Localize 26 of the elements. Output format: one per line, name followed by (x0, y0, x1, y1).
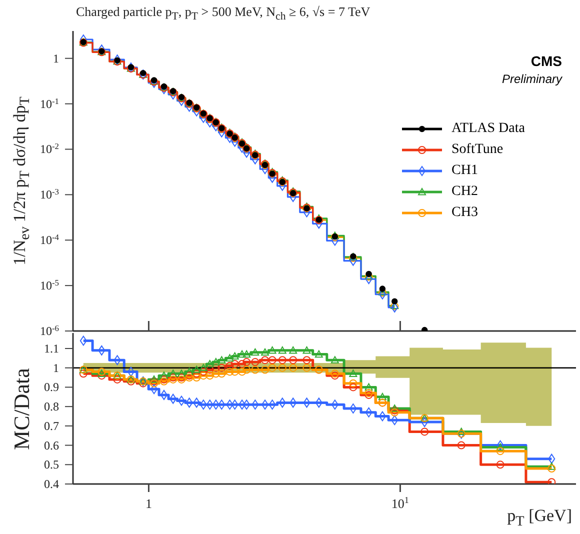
y-tick-label: 10$^{-6}$ (40, 324, 59, 338)
y-tick-label: 1.1 (44, 341, 59, 356)
y-tick-label: 0.8 (44, 400, 59, 414)
y-tick-label: 0.6 (44, 438, 59, 452)
x-axis-title: p$_{T}$ [GeV] (507, 506, 572, 530)
y-tick-label: 0.5 (44, 458, 59, 472)
y-tick-label: 10$^{-4}$ (40, 232, 60, 248)
legend-label: CH1 (452, 162, 478, 178)
y-tick-label: 10$^{-1}$ (40, 96, 59, 111)
y-tick-label: 0.4 (44, 477, 59, 491)
legend-label: CH3 (452, 204, 478, 220)
legend-label: CH2 (452, 184, 478, 200)
y-tick-label: 10$^{-5}$ (40, 278, 59, 293)
annotation: CMS (530, 52, 562, 70)
y-tick-label: 1 (53, 51, 59, 66)
chart-title: Charged particle p$_{T}$, p$_{T}$ > 500 MeV, N$_{ch}$ ≥ 6, √s = 7 TeV (76, 4, 370, 23)
y-tick-label: 1 (53, 360, 59, 375)
legend-label: SoftTune (452, 142, 504, 158)
y-axis-title: MC/Data (9, 368, 35, 450)
x-tick-label: 10$^{1}$ (391, 495, 409, 511)
annotation: Preliminary (502, 71, 562, 88)
legend-label: ATLAS Data (452, 120, 525, 136)
y-tick-label: 10$^{-2}$ (40, 142, 59, 156)
y-tick-label: 10$^{-3}$ (40, 187, 59, 202)
y-tick-label: 0.7 (44, 418, 59, 433)
y-tick-label: 0.9 (44, 380, 59, 394)
